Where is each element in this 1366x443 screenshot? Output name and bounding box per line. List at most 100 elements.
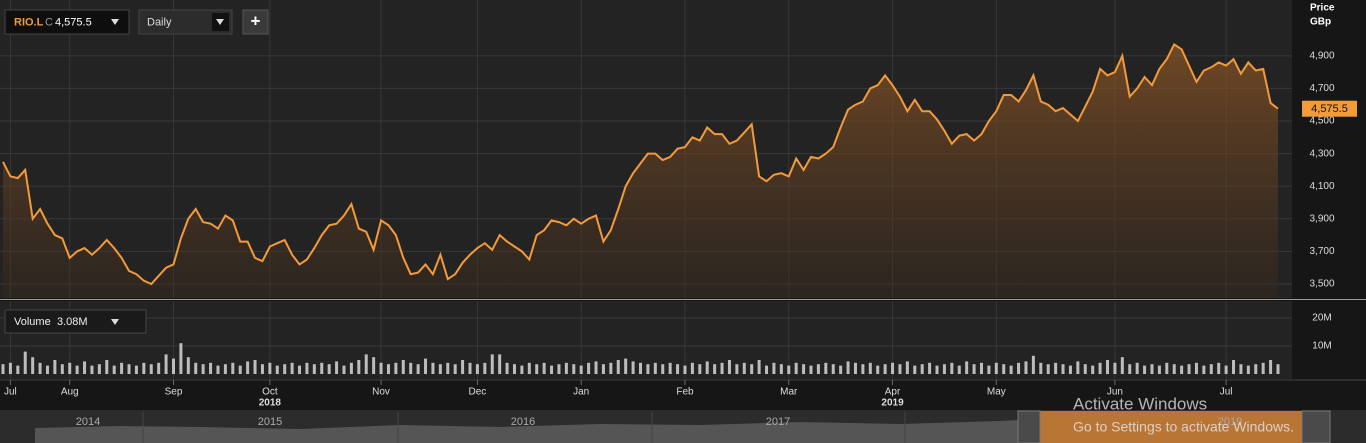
- volume-bar: [965, 361, 969, 374]
- volume-bar: [572, 364, 576, 374]
- volume-bar: [1054, 362, 1058, 374]
- year-label: 2019: [881, 398, 904, 409]
- symbol: RIO.L: [14, 16, 44, 28]
- volume-bar: [646, 364, 650, 374]
- volume-bar: [883, 364, 887, 374]
- plot-layer: [1, 42, 1280, 374]
- x-tick-label: Feb: [676, 387, 694, 398]
- volume-bar: [468, 362, 472, 374]
- volume-bar: [201, 364, 205, 374]
- x-tick-label: Jul: [1220, 387, 1233, 398]
- volume-bar: [149, 364, 153, 374]
- x-tick-label: Dec: [469, 387, 487, 398]
- volume-bar: [668, 362, 672, 374]
- volume-bar: [957, 365, 961, 374]
- y-tick-label: 10M: [1312, 341, 1331, 352]
- volume-bar: [601, 364, 605, 374]
- volume-bar: [1076, 361, 1080, 374]
- y-tick-label: 3,500: [1309, 279, 1334, 290]
- volume-bar: [1187, 364, 1191, 374]
- volume-bar: [1157, 365, 1161, 374]
- volume-bar: [275, 365, 279, 374]
- volume-bar: [1046, 364, 1050, 374]
- volume-bar: [97, 364, 101, 374]
- volume-bar: [1135, 362, 1139, 374]
- y-tick-label: 4,700: [1309, 83, 1334, 94]
- navigator-handle[interactable]: [1301, 410, 1331, 443]
- volume-bar: [246, 361, 250, 374]
- volume-bar: [105, 360, 109, 374]
- volume-bar: [579, 365, 583, 374]
- volume-bar: [1083, 364, 1087, 374]
- volume-bar: [1254, 364, 1258, 374]
- volume-bar: [839, 365, 843, 374]
- volume-legend-box[interactable]: [4, 309, 147, 334]
- volume-bar: [616, 360, 620, 374]
- volume-bar: [357, 360, 361, 374]
- volume-bar: [564, 362, 568, 374]
- volume-bar: [594, 361, 598, 374]
- volume-bar: [60, 364, 64, 374]
- volume-bar: [23, 351, 27, 374]
- volume-bar: [327, 364, 331, 374]
- volume-bar: [253, 360, 257, 374]
- volume-bar: [335, 361, 339, 374]
- navigator-window[interactable]: [1040, 411, 1302, 443]
- x-tick-label: Jun: [1107, 387, 1123, 398]
- volume-bar: [1002, 364, 1006, 374]
- volume-bar: [898, 364, 902, 374]
- add-button[interactable]: [242, 9, 269, 35]
- volume-bar: [171, 358, 175, 374]
- x-tick-label: May: [987, 387, 1006, 398]
- x-tick-label: Aug: [61, 387, 79, 398]
- volume-bar: [1113, 362, 1117, 374]
- volume-bar: [690, 362, 694, 374]
- volume-bar: [676, 364, 680, 374]
- volume-bar: [53, 360, 57, 374]
- volume-bar: [90, 365, 94, 374]
- volume-bar: [772, 362, 776, 374]
- volume-bar: [787, 365, 791, 374]
- navigator-year: 2017: [766, 416, 790, 428]
- price-area: [3, 44, 1278, 299]
- navigator-handle[interactable]: [1017, 410, 1041, 443]
- symbol-box[interactable]: [4, 9, 130, 35]
- volume-bar: [1009, 365, 1013, 374]
- volume-bar: [1269, 360, 1273, 374]
- volume-bar: [112, 365, 116, 374]
- volume-bar: [816, 364, 820, 374]
- volume-bar: [75, 365, 79, 374]
- volume-bar: [1232, 360, 1236, 374]
- y-tick-label: 20M: [1312, 313, 1331, 324]
- last-price-label: 4,575.5: [1311, 103, 1348, 115]
- volume-bar: [1061, 364, 1065, 374]
- volume-bar: [905, 361, 909, 374]
- y-tick-label: 3,900: [1309, 213, 1334, 224]
- watermark-title: Activate Windows: [1073, 394, 1207, 413]
- x-tick-label: Apr: [885, 387, 901, 398]
- navigator-year: 2019: [1218, 416, 1242, 428]
- volume-panel: [0, 301, 1292, 379]
- volume-bar: [1202, 365, 1206, 374]
- last-price-tag: [1302, 100, 1357, 117]
- volume-bar: [186, 357, 190, 374]
- x-tick-label: Jul: [4, 387, 17, 398]
- volume-bar: [461, 360, 465, 374]
- volume-bar: [609, 362, 613, 374]
- volume-bar: [1224, 365, 1228, 374]
- volume-bar: [779, 364, 783, 374]
- x-tick-label: Sep: [165, 387, 183, 398]
- volume-bar: [231, 362, 235, 374]
- navigator-year: 2014: [76, 416, 100, 428]
- volume-bar: [587, 362, 591, 374]
- volume-bar: [1261, 362, 1265, 374]
- volume-bar: [305, 362, 309, 374]
- volume-bar: [1165, 362, 1169, 374]
- volume-bar: [490, 354, 494, 374]
- x-tick-label: Oct: [262, 387, 278, 398]
- volume-value: 3.08M: [57, 316, 88, 328]
- volume-bar: [268, 362, 272, 374]
- volume-bar: [134, 365, 138, 374]
- volume-bar: [861, 364, 865, 374]
